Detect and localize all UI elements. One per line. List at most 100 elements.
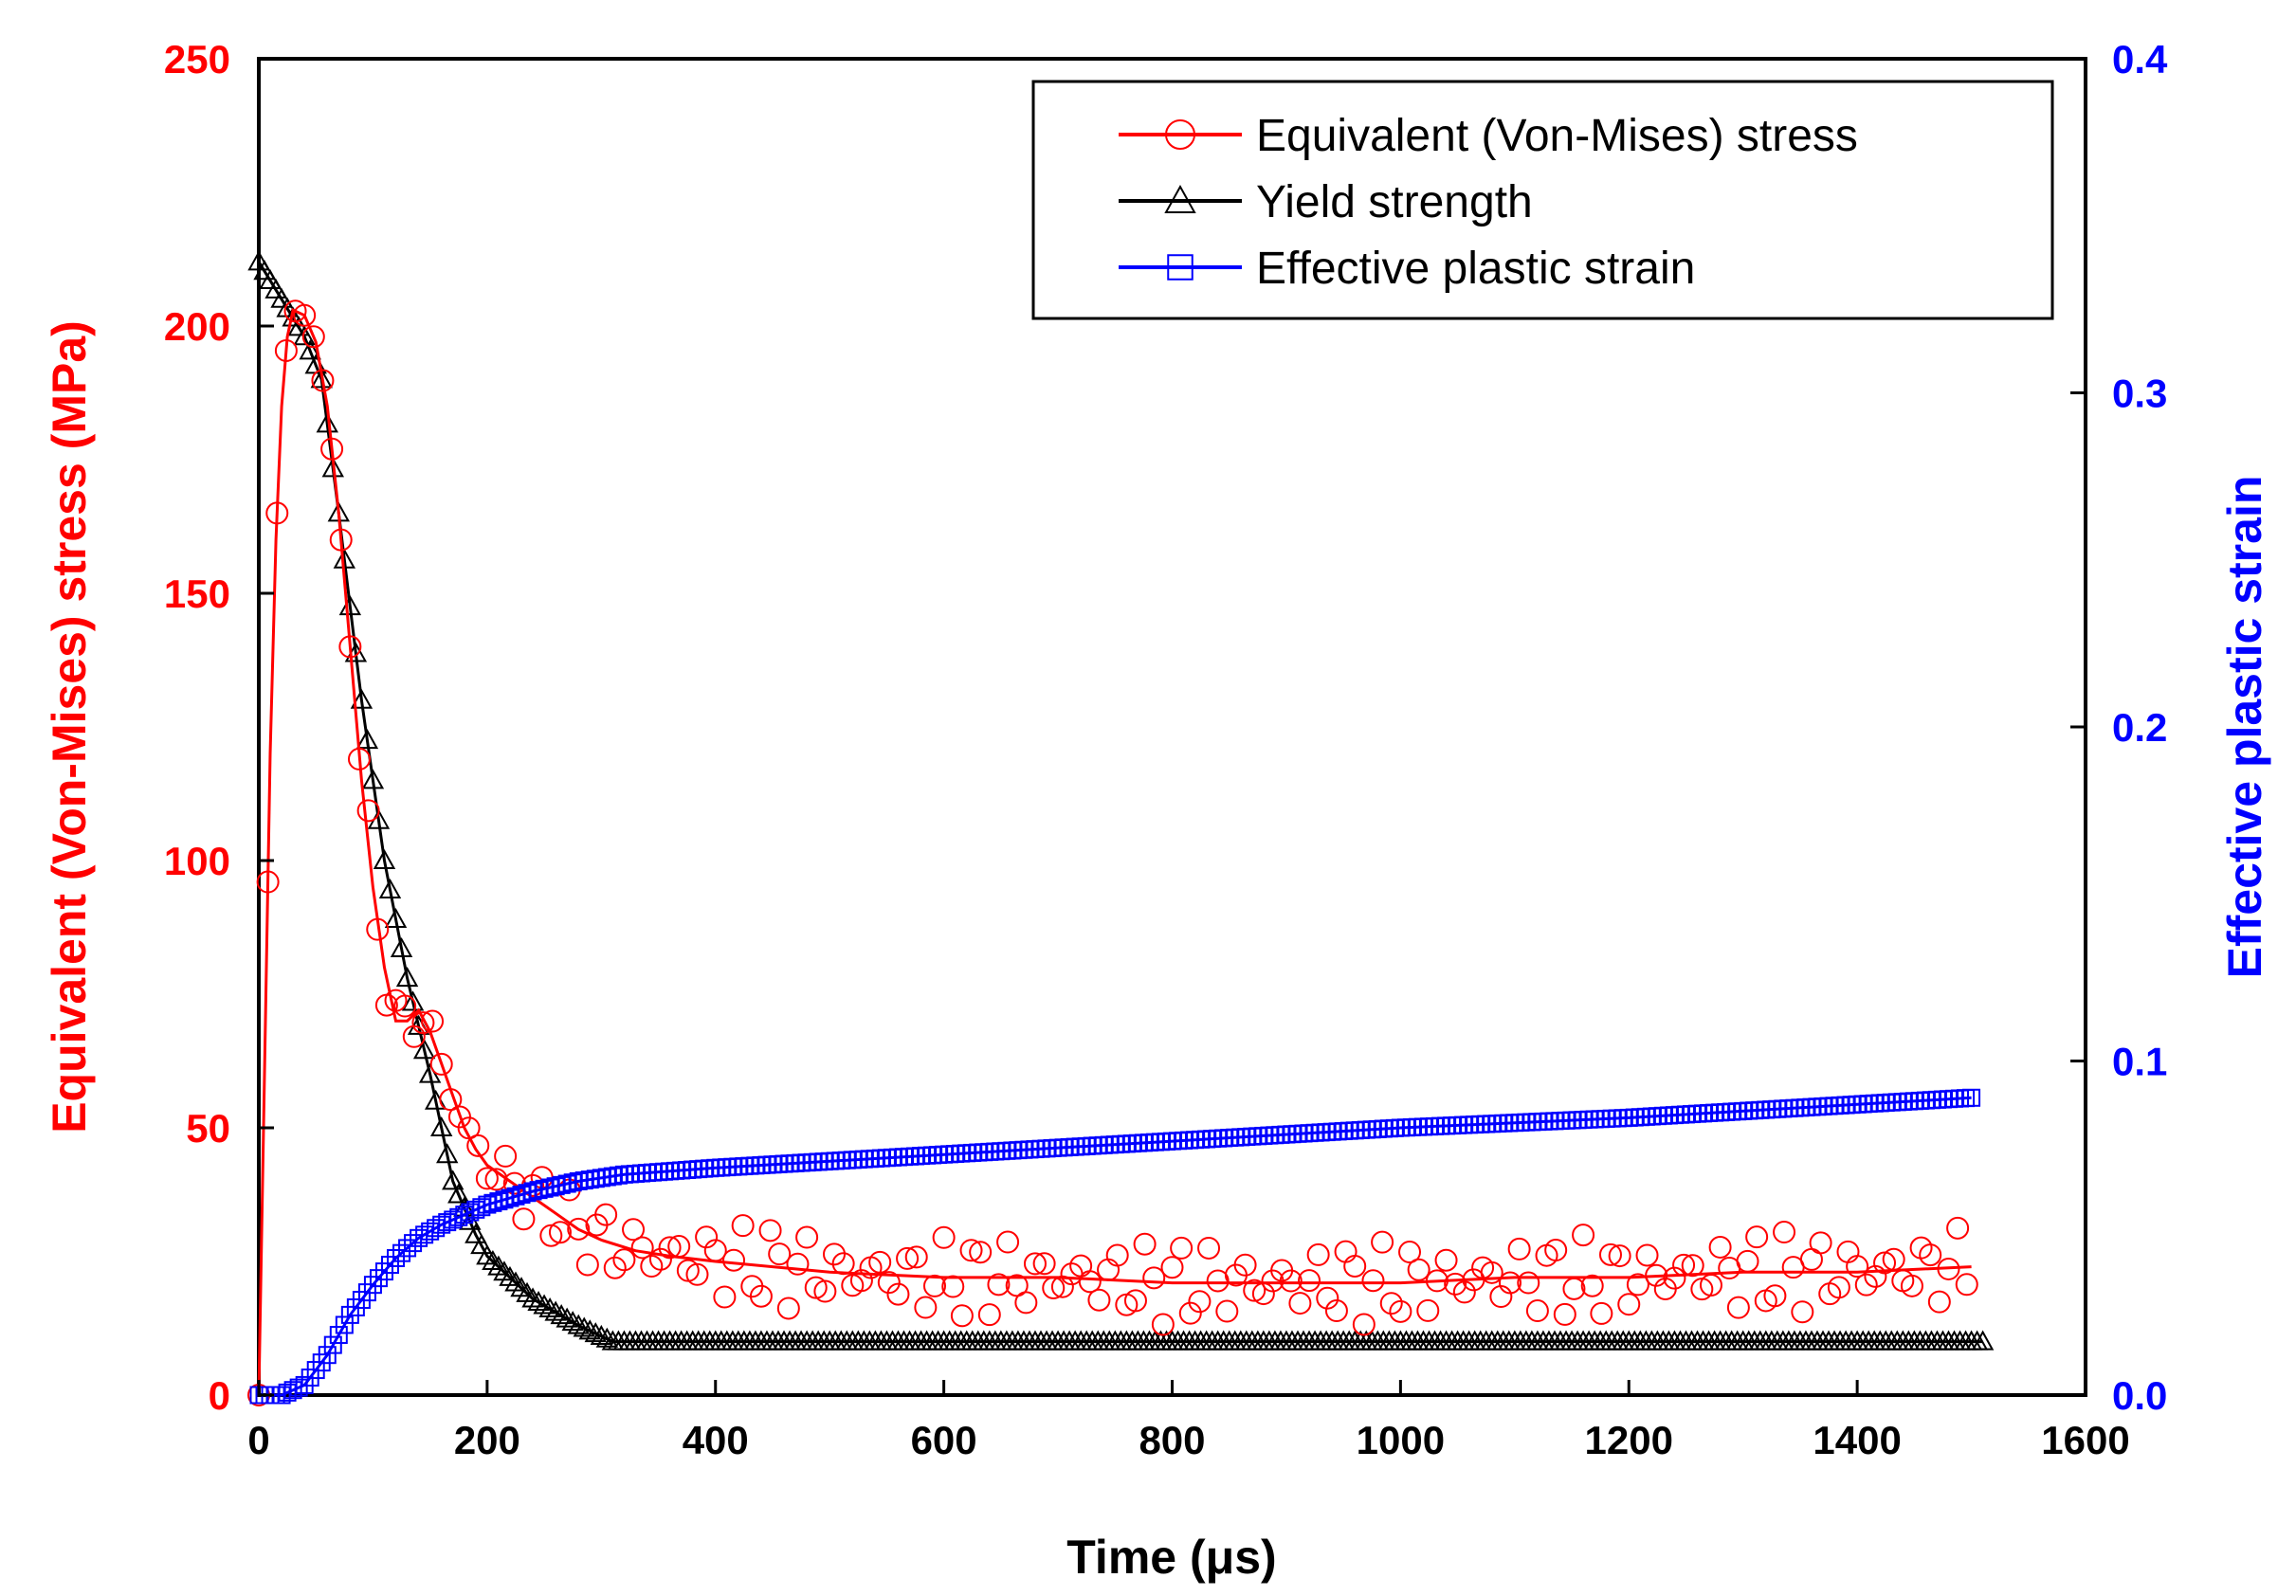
data-point-circle [1517, 1271, 1540, 1295]
data-point-circle [366, 917, 390, 941]
legend-marker-triangle [1164, 184, 1196, 213]
data-point-circle [1927, 1290, 1951, 1314]
legend-entry: Effective plastic strain [1119, 244, 1695, 294]
data-point-circle [795, 1225, 819, 1249]
data-point-circle [1334, 1240, 1358, 1263]
data-point-triangle [470, 1234, 493, 1255]
data-point-triangle [373, 848, 396, 869]
data-point-circle [1572, 1224, 1595, 1247]
data-point-triangle [436, 1143, 459, 1164]
data-point-triangle [282, 306, 304, 327]
data-point-circle [329, 528, 353, 552]
data-point-circle [1023, 1252, 1047, 1276]
data-point-circle [1105, 1243, 1129, 1267]
data-point-circle [1425, 1269, 1449, 1293]
data-point-circle [987, 1273, 1011, 1297]
data-point-circle [1197, 1236, 1221, 1260]
data-point-circle [996, 1230, 1020, 1254]
data-point-triangle [412, 1039, 436, 1060]
data-point-circle [1498, 1271, 1522, 1295]
data-point-triangle [293, 325, 316, 346]
data-point-square [432, 1215, 451, 1234]
data-point-circle [293, 303, 317, 327]
data-point-circle [1306, 1242, 1330, 1266]
data-point-square [421, 1222, 440, 1241]
data-point-triangle [590, 1324, 613, 1345]
data-point-circle [1946, 1216, 1970, 1240]
data-point-circle [1243, 1279, 1266, 1302]
data-point-circle [1836, 1240, 1860, 1263]
data-point-triangle [384, 907, 408, 929]
data-point-triangle [321, 457, 344, 478]
data-point-square [335, 1315, 354, 1334]
y-tick-label: 200 [164, 304, 230, 349]
y-tick-label: 0 [209, 1373, 230, 1418]
data-point-square [506, 1187, 525, 1206]
data-point-circle [1371, 1230, 1394, 1254]
data-point-triangle [395, 967, 419, 988]
legend: Equivalent (Von-Mises) stress Yield stren… [1031, 80, 2054, 320]
data-point-square [410, 1228, 428, 1247]
data-point-square [381, 1256, 400, 1275]
data-point-circle [1809, 1231, 1832, 1255]
data-point-circle [1909, 1236, 1933, 1260]
data-point-circle [1854, 1273, 1878, 1297]
data-point-circle [1745, 1225, 1769, 1249]
data-point-circle [484, 1168, 508, 1191]
data-point-circle [831, 1252, 855, 1276]
data-point-circle [758, 1219, 782, 1242]
data-point-circle [1078, 1270, 1102, 1294]
data-point-circle [922, 1274, 946, 1297]
data-point-square [427, 1219, 446, 1238]
data-point-circle [1590, 1301, 1613, 1325]
data-point-square [323, 1335, 342, 1354]
data-point-circle [786, 1252, 810, 1276]
data-point-circle [1799, 1247, 1823, 1271]
data-point-triangle [442, 1170, 465, 1190]
data-point-triangle [533, 1294, 556, 1315]
data-point-circle [959, 1239, 983, 1262]
data-point-square [438, 1213, 457, 1232]
data-point-circle [1178, 1301, 1202, 1325]
data-point-square [529, 1181, 548, 1200]
data-point-circle [1343, 1254, 1367, 1278]
series-line-square [259, 1096, 1972, 1397]
data-point-circle [1416, 1298, 1440, 1322]
data-point-circle [466, 1134, 490, 1157]
series-line-circle [257, 307, 1972, 1396]
x-tick-label: 600 [911, 1418, 977, 1462]
legend-label: Equivalent (Von-Mises) stress [1256, 111, 1858, 161]
data-point-circle [1882, 1247, 1905, 1271]
data-point-circle [658, 1236, 682, 1260]
legend-entry: Yield strength [1119, 177, 1533, 227]
data-point-circle [1827, 1276, 1850, 1299]
data-point-circle [539, 1224, 563, 1247]
data-point-square [415, 1225, 434, 1244]
data-point-circle [1763, 1284, 1787, 1308]
x-tick-label: 0 [247, 1418, 269, 1462]
data-point-triangle [361, 769, 385, 789]
data-point-circle [494, 1144, 518, 1168]
data-point-circle [548, 1221, 572, 1244]
data-point-circle [265, 501, 289, 525]
data-point-circle [1298, 1269, 1321, 1293]
data-point-circle [1726, 1296, 1750, 1319]
data-point-triangle [561, 1311, 584, 1332]
data-point-circle [1288, 1292, 1312, 1315]
data-point-triangle [521, 1287, 544, 1308]
data-point-circle [256, 870, 280, 894]
data-point-circle [1900, 1274, 1923, 1297]
y-tick-label: 50 [186, 1106, 230, 1151]
y-tick-label: 250 [164, 37, 230, 82]
data-point-circle [1544, 1239, 1568, 1262]
data-point-circle [1846, 1255, 1869, 1279]
data-point-circle [722, 1248, 746, 1272]
data-point-circle [1635, 1243, 1659, 1267]
data-point-triangle [573, 1316, 595, 1337]
data-point-circle [868, 1250, 892, 1274]
data-point-triangle [247, 250, 270, 271]
data-point-square [552, 1175, 571, 1194]
data-point-circle [1955, 1273, 1978, 1297]
data-point-circle [1873, 1251, 1897, 1275]
data-point-triangle [401, 990, 425, 1011]
